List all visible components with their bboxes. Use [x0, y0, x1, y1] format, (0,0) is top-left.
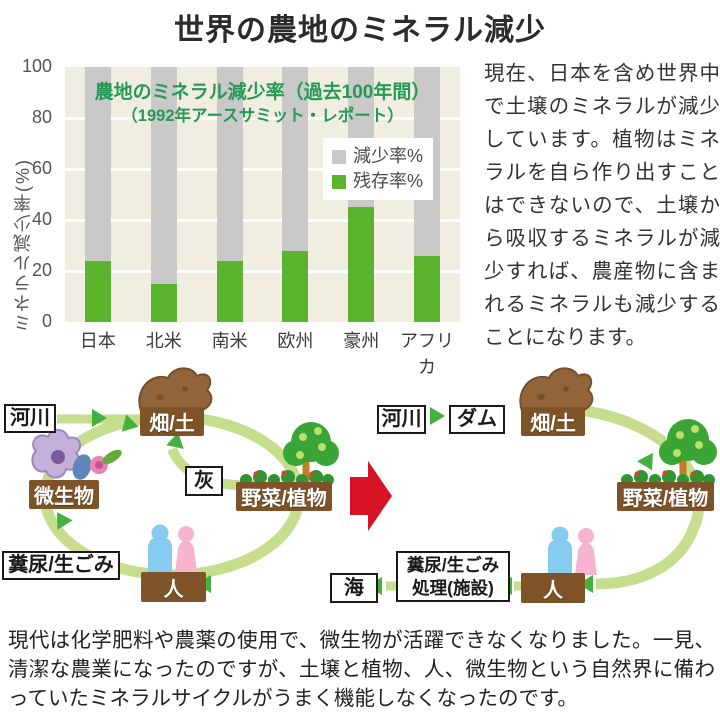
arrowhead-river-dam	[430, 407, 445, 425]
bottom-paragraph: 現代は化学肥料や農薬の使用で、微生物が活躍できなくなりました。一見、清潔な農業に…	[8, 629, 715, 710]
legend-item: 残存率%	[332, 169, 423, 194]
tree-left	[283, 422, 339, 487]
right-waste-treatment-line1: 糞尿/生ごみ	[406, 554, 500, 575]
legend-swatch	[332, 174, 346, 189]
legend-label: 残存率%	[353, 171, 424, 191]
left-microbes-label: 微生物	[29, 480, 99, 509]
bar-segment-remain	[150, 283, 177, 322]
bar-南米	[197, 67, 263, 322]
right-waste-treatment-box: 糞尿/生ごみ 処理(施設)	[396, 551, 510, 602]
microbes-illustration	[31, 429, 122, 480]
xlabel-日本: 日本	[79, 331, 116, 351]
bar-segment-decline	[150, 67, 177, 284]
xlabel-南米: 南米	[211, 331, 248, 351]
left-waste-box: 糞尿/生ごみ	[2, 551, 120, 580]
bar-segment-remain	[282, 250, 309, 322]
legend-swatch	[332, 149, 346, 164]
chart-legend: 減少率% 残存率%	[323, 138, 434, 200]
xlabel-欧州: 欧州	[277, 331, 314, 351]
left-people-label: 人	[141, 572, 206, 602]
bar-北米	[131, 67, 197, 322]
ytick-40: 40	[31, 209, 52, 229]
bar-segment-remain	[216, 260, 243, 322]
right-sea-box: 海	[330, 573, 378, 603]
right-field-label: 畑/土	[521, 407, 585, 436]
gridline-40	[65, 218, 460, 222]
ytick-60: 60	[31, 158, 52, 178]
right-cycle-band	[579, 404, 705, 590]
bar-segment-remain	[348, 207, 375, 322]
people-left	[148, 524, 197, 573]
arrowhead-into-vegetables-right	[637, 452, 653, 471]
arrowhead-ash-field	[166, 432, 184, 449]
chart-title: 農地のミネラル減少率（過去100年間） （1992年アースサミット・レポート）	[65, 80, 460, 127]
arrowhead-river-field	[92, 409, 107, 427]
x-axis-labels: 日本 北米 南米 欧州 豪州 アフリカ	[65, 327, 460, 379]
bar-欧州	[263, 67, 329, 322]
ytick-100: 100	[21, 56, 52, 76]
arrowhead-into-people-right	[578, 575, 593, 593]
bar-chart: ミネラル減少率(%) 0 20 40 60 80 100 農地のミネラル減少率（過去100…	[0, 50, 478, 377]
page-title: 世界の農地のミネラル減少	[174, 14, 546, 47]
left-river-box: 河川	[4, 404, 56, 433]
left-vegetables-label: 野菜/植物	[236, 482, 332, 511]
ytick-20: 20	[31, 260, 52, 280]
xlabel-北米: 北米	[145, 331, 182, 351]
y-axis-ticks: 0 20 40 60 80 100	[0, 50, 60, 360]
right-waste-treatment-line2: 処理(施設)	[412, 577, 494, 598]
right-vegetables-label: 野菜/植物	[617, 482, 714, 511]
arrowhead-into-microbes	[57, 512, 73, 530]
chart-title-line2: （1992年アースサミット・レポート）	[121, 107, 404, 125]
chart-title-line1: 農地のミネラル減少率（過去100年間）	[94, 82, 431, 103]
bar-segment-remain	[414, 255, 441, 322]
diagram-graphics	[31, 367, 717, 595]
cycle-diagrams: 河川 畑/土 微生物 灰 野菜/植物 糞尿/生ごみ 人 河川 ダム 畑/土 野菜…	[0, 365, 720, 623]
tree-right	[659, 419, 717, 487]
xlabel-豪州: 豪州	[343, 331, 380, 351]
bar-segment-decline	[282, 67, 309, 251]
gridline-60	[65, 167, 460, 171]
legend-label: 減少率%	[353, 146, 424, 166]
ytick-0: 0	[41, 311, 52, 331]
bar-日本	[65, 67, 131, 322]
left-ash-box: 灰	[185, 466, 223, 496]
arrowhead-into-field-left	[121, 414, 139, 432]
left-field-label: 畑/土	[140, 407, 204, 436]
ytick-80: 80	[31, 107, 52, 127]
gridline-20	[65, 269, 460, 273]
people-right	[548, 526, 597, 575]
soil-mound-right	[519, 367, 594, 412]
gridline-80	[65, 116, 460, 120]
right-people-label: 人	[521, 573, 585, 603]
legend-item: 減少率%	[332, 144, 423, 169]
side-paragraph: 現在、日本を含め世界中で土壌のミネラルが減少しています。植物はミネラルを自ら作り…	[484, 62, 720, 349]
bar-segment-remain	[84, 260, 111, 322]
right-river-box: 河川	[377, 405, 426, 434]
red-transition-arrow	[350, 461, 392, 531]
right-dam-box: ダム	[449, 405, 505, 434]
bar-segment-decline	[216, 67, 243, 261]
bar-segment-decline	[84, 67, 111, 261]
xlabel-アフリカ: アフリカ	[400, 331, 455, 377]
soil-mound-left	[138, 367, 213, 412]
